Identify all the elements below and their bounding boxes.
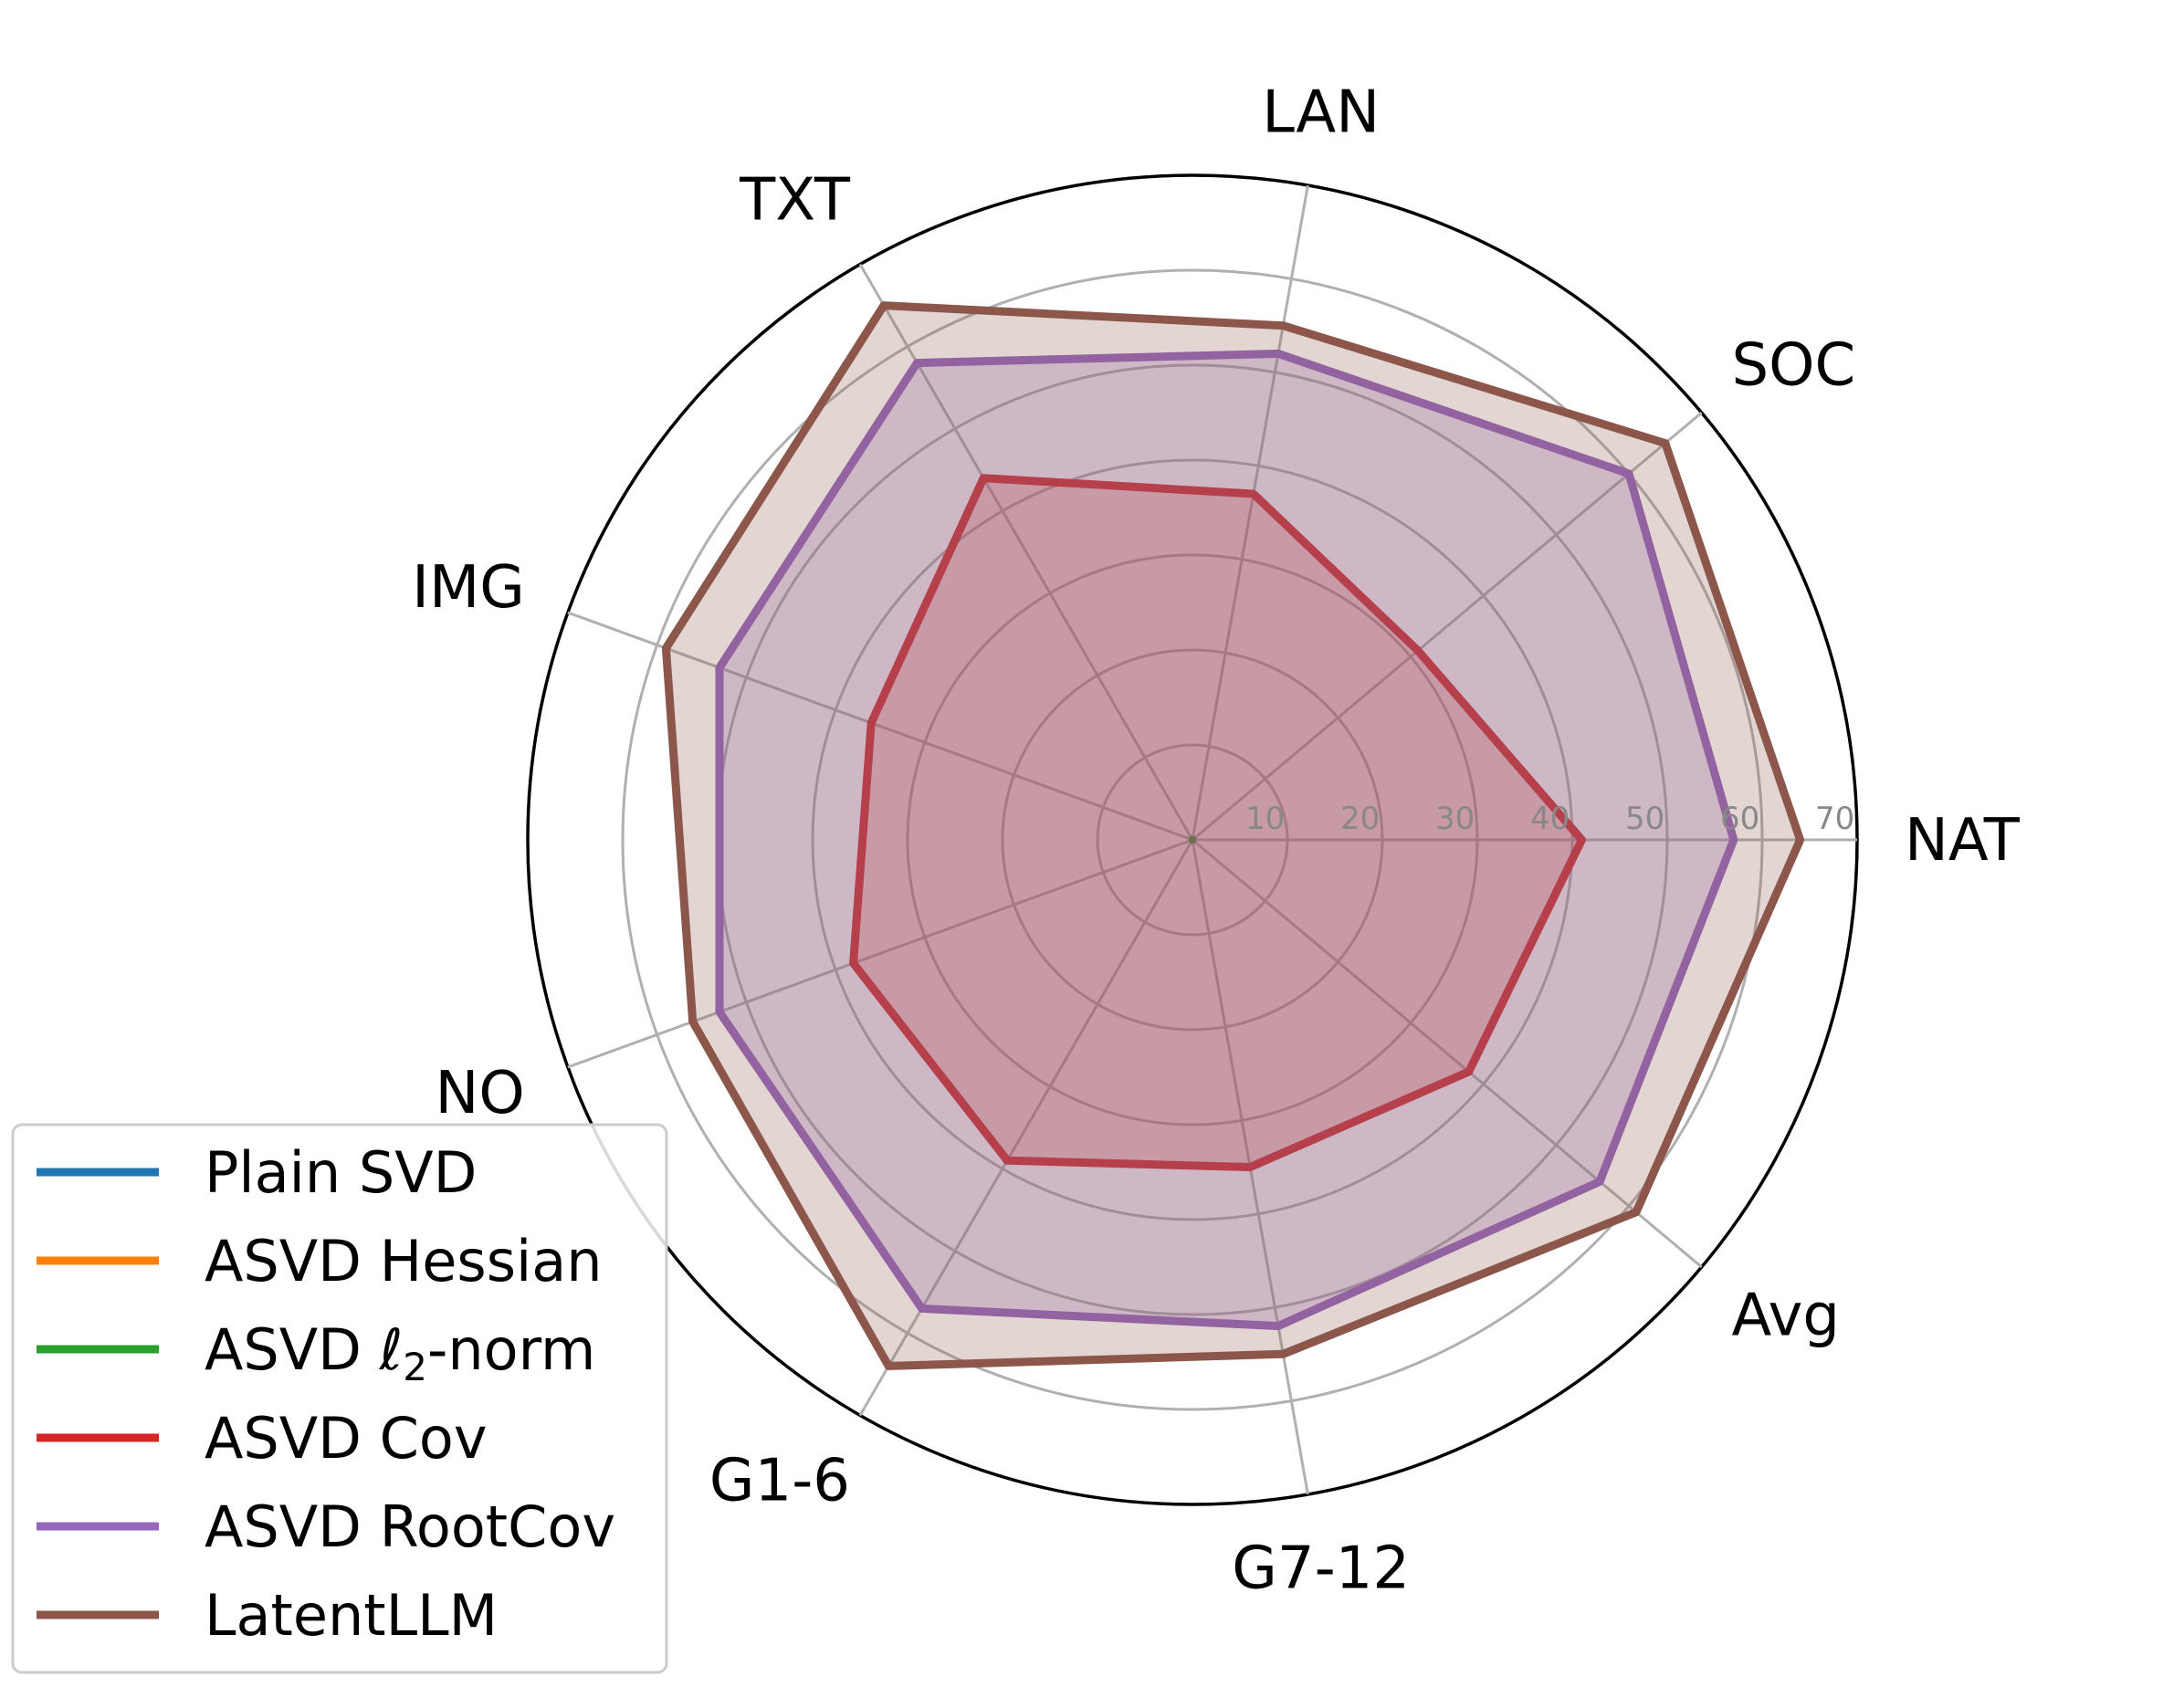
legend-entry-asvd-rootcov: ASVD RootCov [205,1493,615,1560]
series-fill-asvd-cov [853,477,1582,1168]
angular-spokes [567,184,1857,1495]
legend-entry-latentllm: LatentLLM [205,1582,498,1649]
series-line-asvd-cov [849,474,1586,1171]
category-labels: NAT SOC LAN TXT IMG NO G1-6 G7-12 Avg [412,79,2021,1602]
series-fill-asvd-rootcov [719,353,1734,1326]
tick-label-30: 30 [1435,801,1475,837]
tick-label-10: 10 [1245,801,1285,837]
legend-box [11,1123,668,1674]
tick-label-20: 20 [1340,801,1380,837]
legend-entry-asvd-2-norm: ASVD ℓ2-norm [205,1316,595,1389]
legend-entry-plain-svd: Plain SVD [205,1139,477,1206]
series-line-asvd-rootcov [715,349,1738,1331]
category-label-nat: NAT [1905,807,2021,875]
spoke-g1-6 [858,839,1194,1417]
category-label-lan: LAN [1262,79,1380,146]
point-asvd-2-norm-avg [1189,836,1196,844]
spoke-soc [1192,411,1703,842]
legend-entry-asvd-hessian: ASVD Hessian [205,1228,603,1294]
category-label-img: IMG [412,554,525,622]
series-line-latentllm [661,301,1805,1370]
spoke-no [567,838,1193,1069]
tick-label-70: 70 [1815,801,1854,837]
spoke-img [567,611,1193,842]
category-label-avg: Avg [1732,1283,1841,1350]
series-fill-latentllm [666,305,1801,1367]
series-layer [661,301,1805,1370]
category-label-g7-12: G7-12 [1232,1535,1410,1603]
category-label-no: NO [436,1060,525,1127]
tick-label-40: 40 [1530,801,1570,837]
legend: Plain SVD ASVD Hessian ASVD ℓ2-norm ASVD Co… [11,1123,668,1674]
spoke-avg [1192,838,1703,1269]
tick-label-60: 60 [1720,801,1759,837]
legend-entry-asvd-cov: ASVD Cov [205,1405,488,1472]
tick-label-50: 50 [1625,801,1664,837]
category-label-txt: TXT [739,167,851,235]
spoke-lan [1191,184,1309,841]
category-label-g1-6: G1-6 [709,1448,850,1515]
category-label-soc: SOC [1732,331,1856,399]
radial-tick-labels: 10 20 30 40 50 60 70 [1245,801,1854,837]
